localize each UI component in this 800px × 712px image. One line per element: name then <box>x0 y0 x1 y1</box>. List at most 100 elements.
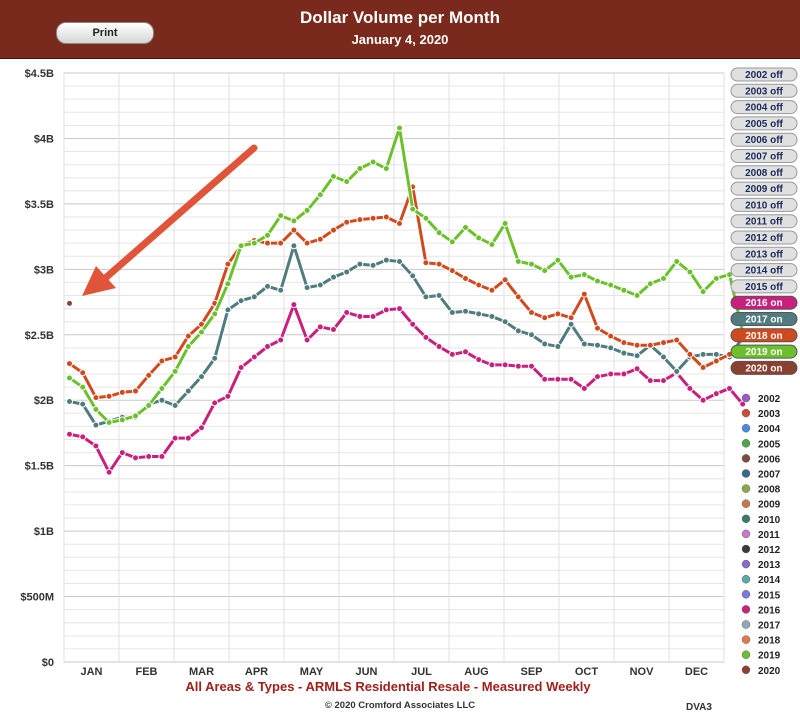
data-point-2017[interactable] <box>343 268 351 276</box>
data-point-2019[interactable] <box>132 412 139 420</box>
data-point-2018[interactable] <box>343 218 351 226</box>
data-point-2017[interactable] <box>541 340 549 348</box>
toggle-2020[interactable]: 2020 on <box>730 360 798 375</box>
data-point-2016[interactable] <box>184 434 192 442</box>
data-point-2016[interactable] <box>132 454 139 462</box>
data-point-2019[interactable] <box>686 268 694 276</box>
data-point-2018[interactable] <box>580 290 588 298</box>
data-point-2016[interactable] <box>409 320 417 328</box>
data-point-2019[interactable] <box>580 271 588 279</box>
data-point-2016[interactable] <box>290 301 298 309</box>
data-point-2016[interactable] <box>633 365 641 373</box>
toggle-2004[interactable]: 2004 off <box>730 100 798 115</box>
data-point-2019[interactable] <box>594 277 601 285</box>
data-point-2017[interactable] <box>607 344 615 352</box>
data-point-2019[interactable] <box>554 256 562 264</box>
data-point-2016[interactable] <box>726 384 733 392</box>
data-point-2018[interactable] <box>528 309 535 317</box>
data-point-2019[interactable] <box>250 239 258 247</box>
data-point-2016[interactable] <box>448 350 456 358</box>
data-point-2017[interactable] <box>501 318 509 326</box>
toggle-2008[interactable]: 2008 off <box>730 165 798 180</box>
data-point-2016[interactable] <box>198 424 205 432</box>
data-point-2019[interactable] <box>343 178 351 186</box>
data-point-2019[interactable] <box>501 220 509 228</box>
data-point-2019[interactable] <box>198 328 205 336</box>
data-point-2017[interactable] <box>712 350 720 358</box>
data-point-2019[interactable] <box>224 280 232 288</box>
data-point-2019[interactable] <box>528 260 535 268</box>
data-point-2016[interactable] <box>237 364 245 371</box>
data-point-2017[interactable] <box>79 400 87 408</box>
data-point-2019[interactable] <box>184 343 192 351</box>
data-point-2018[interactable] <box>330 226 337 234</box>
data-point-2019[interactable] <box>541 267 549 275</box>
data-point-2019[interactable] <box>237 242 245 250</box>
data-point-2017[interactable] <box>92 421 100 429</box>
toggle-2013[interactable]: 2013 off <box>730 246 798 261</box>
data-point-2020[interactable] <box>66 299 73 307</box>
data-point-2018[interactable] <box>475 281 483 289</box>
data-point-2018[interactable] <box>264 239 271 247</box>
data-point-2016[interactable] <box>316 323 324 331</box>
data-point-2016[interactable] <box>118 449 126 457</box>
data-point-2019[interactable] <box>488 240 496 248</box>
data-point-2018[interactable] <box>712 357 720 365</box>
data-point-2018[interactable] <box>699 364 707 371</box>
data-point-2017[interactable] <box>158 396 166 404</box>
data-point-2018[interactable] <box>633 341 641 349</box>
data-point-2017[interactable] <box>673 367 681 375</box>
data-point-2017[interactable] <box>422 293 430 301</box>
data-point-2018[interactable] <box>396 220 403 228</box>
data-point-2016[interactable] <box>488 361 496 369</box>
data-point-2017[interactable] <box>264 282 271 290</box>
data-point-2019[interactable] <box>712 274 720 282</box>
data-point-2016[interactable] <box>211 399 219 407</box>
data-point-2018[interactable] <box>686 350 694 358</box>
data-point-2019[interactable] <box>211 310 219 318</box>
data-point-2018[interactable] <box>488 286 496 294</box>
data-point-2018[interactable] <box>620 339 628 347</box>
data-point-2018[interactable] <box>448 267 456 275</box>
data-point-2016[interactable] <box>330 326 337 334</box>
data-point-2016[interactable] <box>528 362 535 370</box>
data-point-2016[interactable] <box>660 377 667 385</box>
data-point-2017[interactable] <box>316 281 324 289</box>
data-point-2016[interactable] <box>158 453 166 461</box>
data-point-2017[interactable] <box>514 327 522 335</box>
data-point-2018[interactable] <box>184 332 192 340</box>
data-point-2016[interactable] <box>79 433 87 441</box>
data-point-2018[interactable] <box>303 239 311 247</box>
data-point-2016[interactable] <box>554 375 562 383</box>
data-point-2018[interactable] <box>316 235 324 243</box>
data-point-2017[interactable] <box>435 292 443 300</box>
print-button[interactable]: Print <box>56 22 154 44</box>
data-point-2018[interactable] <box>369 214 377 222</box>
data-point-2017[interactable] <box>171 401 179 409</box>
data-point-2019[interactable] <box>303 206 311 214</box>
data-point-2018[interactable] <box>277 239 285 247</box>
data-point-2017[interactable] <box>290 242 298 250</box>
data-point-2018[interactable] <box>79 369 87 377</box>
data-point-2016[interactable] <box>435 343 443 351</box>
data-point-2017[interactable] <box>594 341 601 349</box>
data-point-2019[interactable] <box>475 234 483 242</box>
data-point-2017[interactable] <box>396 257 403 265</box>
data-point-2017[interactable] <box>660 353 667 361</box>
data-point-2016[interactable] <box>343 309 351 317</box>
data-point-2016[interactable] <box>422 333 430 341</box>
toggle-2009[interactable]: 2009 off <box>730 181 798 196</box>
data-point-2019[interactable] <box>330 172 337 180</box>
data-point-2017[interactable] <box>66 398 73 406</box>
data-point-2019[interactable] <box>514 257 522 265</box>
data-point-2016[interactable] <box>739 400 747 408</box>
data-point-2018[interactable] <box>660 339 667 347</box>
data-point-2019[interactable] <box>620 286 628 294</box>
data-point-2017[interactable] <box>369 261 377 269</box>
data-point-2019[interactable] <box>171 367 179 375</box>
data-point-2019[interactable] <box>158 384 166 392</box>
toggle-2003[interactable]: 2003 off <box>730 83 798 98</box>
toggle-2006[interactable]: 2006 off <box>730 132 798 147</box>
toggle-2017[interactable]: 2017 on <box>730 312 798 326</box>
data-point-2016[interactable] <box>369 312 377 320</box>
